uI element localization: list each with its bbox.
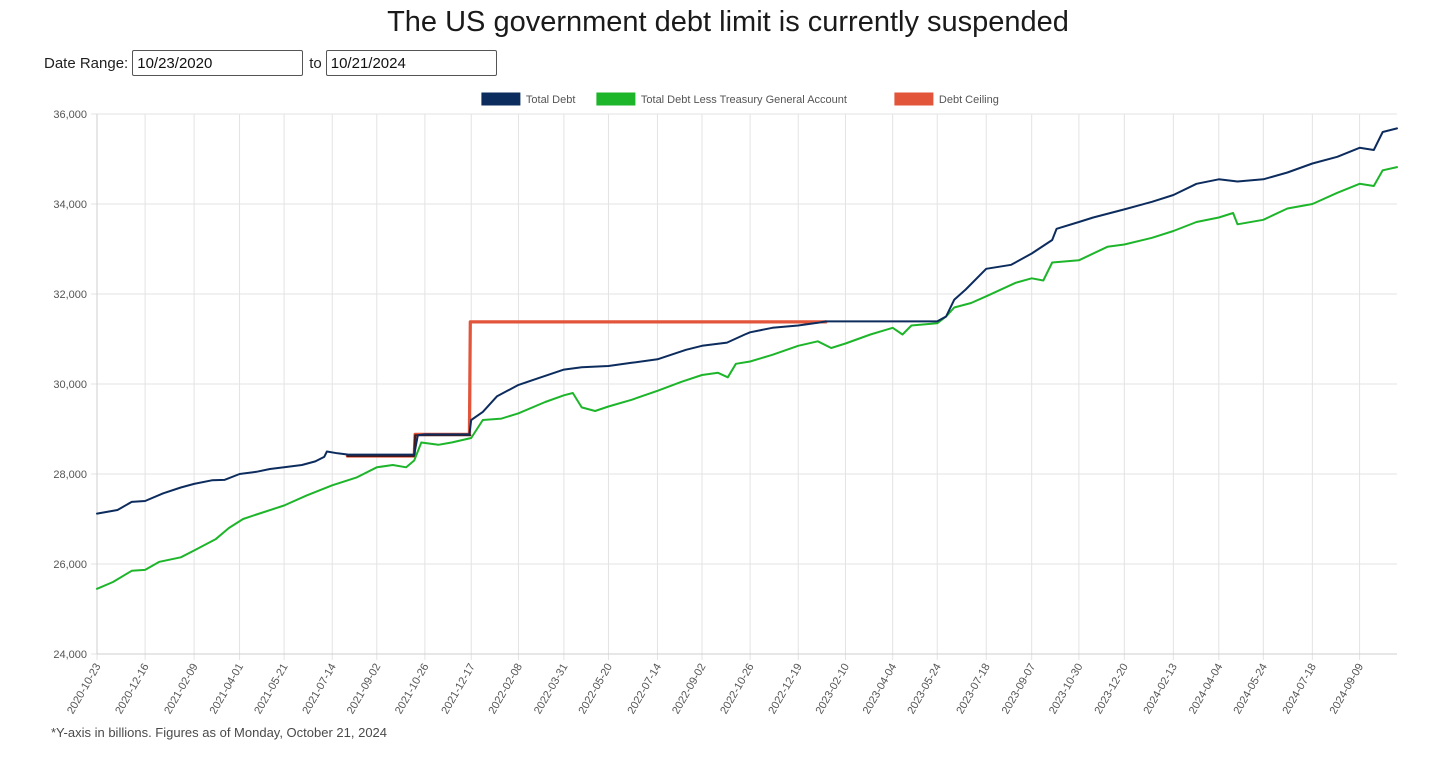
legend-label: Total Debt [526,94,576,106]
x-tick-label: 2023-12-20 [1092,662,1131,717]
x-tick-label: 2023-09-07 [1000,662,1039,717]
x-tick-label: 2024-05-24 [1231,662,1270,717]
y-tick-label: 34,000 [53,199,87,211]
date-range-label: Date Range: [44,54,129,72]
x-tick-label: 2021-05-21 [252,662,291,717]
x-tick-label: 2021-07-14 [300,662,339,717]
series-line-total-debt-less-treasury-general-account [96,166,1398,590]
y-tick-label: 32,000 [53,289,87,301]
x-tick-label: 2024-04-04 [1187,662,1226,717]
x-tick-label: 2022-10-26 [718,662,757,717]
x-tick-label: 2022-02-08 [487,662,526,717]
chart-grid [91,113,1397,660]
end-date-input[interactable] [325,50,497,76]
legend-item[interactable]: Debt Ceiling [894,92,999,106]
x-tick-label: 2020-12-16 [113,662,152,717]
x-axis: 2020-10-23 2020-12-16 2021-02-09 2021-04-01… [65,662,1366,717]
x-tick-label: 2022-12-19 [766,662,805,717]
x-tick-label: 2021-09-02 [345,662,384,717]
y-tick-label: 36,000 [53,109,87,121]
x-tick-label: 2023-04-04 [861,662,900,717]
series-line-ceiling-overlap [346,434,472,457]
x-tick-label: 2021-12-17 [439,662,478,717]
date-range-separator: to [309,54,322,72]
y-axis: 24,000 26,000 28,000 30,000 32,000 34,000 36,0… [53,109,87,661]
x-tick-label: 2020-10-23 [65,662,104,717]
footnote: *Y-axis in billions. Figures as of Monda… [51,725,388,740]
page-title: The US government debt limit is currentl… [387,6,1069,38]
x-tick-label: 2021-10-26 [393,662,432,717]
x-tick-label: 2022-05-20 [577,662,616,717]
legend-swatch [481,92,521,106]
legend-item[interactable]: Total Debt [481,92,576,106]
legend-swatch [596,92,636,106]
x-tick-label: 2022-07-14 [626,662,665,717]
legend-label: Total Debt Less Treasury General Account [641,94,847,106]
x-tick-label: 2021-02-09 [162,662,201,717]
y-tick-label: 30,000 [53,379,87,391]
start-date-input[interactable] [132,50,304,76]
x-tick-label: 2021-04-01 [208,662,247,717]
x-tick-label: 2023-02-10 [814,662,853,717]
plot-area [96,127,1398,590]
x-tick-label: 2023-05-24 [905,662,944,717]
x-tick-label: 2024-02-13 [1141,662,1180,717]
x-tick-label: 2024-07-18 [1280,662,1319,717]
legend-item[interactable]: Total Debt Less Treasury General Account [596,92,847,106]
y-tick-label: 26,000 [53,559,87,571]
date-range-controls: Date Range: to [44,49,497,77]
y-tick-label: 24,000 [53,649,87,661]
x-tick-label: 2023-07-18 [954,662,993,717]
x-tick-label: 2022-03-31 [532,662,571,717]
x-tick-label: 2024-09-09 [1328,662,1367,717]
series-line-total-debt [96,127,1398,515]
legend-label: Debt Ceiling [939,94,999,106]
x-tick-label: 2023-10-30 [1047,662,1086,717]
chart-legend[interactable]: Total Debt Total Debt Less Treasury Gener… [481,92,999,106]
x-tick-label: 2022-09-02 [670,662,709,717]
debt-chart: Total Debt Total Debt Less Treasury Gener… [53,92,1398,717]
y-tick-label: 28,000 [53,469,87,481]
legend-swatch [894,92,934,106]
